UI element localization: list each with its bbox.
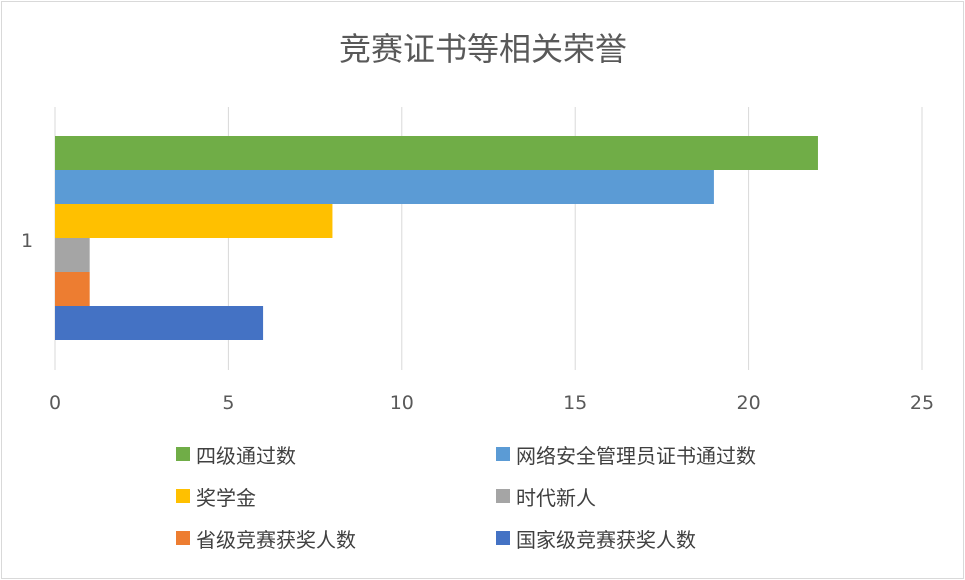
legend-swatch xyxy=(176,531,190,545)
legend-item: 国家级竞赛获奖人数 xyxy=(496,526,696,552)
x-tick-label: 25 xyxy=(910,392,934,414)
legend-label: 国家级竞赛获奖人数 xyxy=(516,527,696,552)
x-tick-label: 0 xyxy=(49,392,61,414)
legend-label: 网络安全管理员证书通过数 xyxy=(516,443,756,468)
x-axis-ticks: 0 5 10 15 20 25 xyxy=(49,392,934,414)
x-tick-label: 5 xyxy=(222,392,234,414)
legend-item: 时代新人 xyxy=(496,484,596,510)
legend-label: 四级通过数 xyxy=(196,443,296,468)
bar-2 xyxy=(55,272,90,306)
y-axis-labels: 1 xyxy=(21,230,33,252)
legend-item: 四级通过数 xyxy=(176,442,296,468)
legend-label: 时代新人 xyxy=(516,485,596,510)
bar-5 xyxy=(55,170,714,204)
x-tick-label: 15 xyxy=(563,392,587,414)
chart-title: 竞赛证书等相关荣誉 xyxy=(339,30,627,68)
legend-swatch xyxy=(496,447,510,461)
legend-item: 网络安全管理员证书通过数 xyxy=(496,442,756,468)
bar-4 xyxy=(55,204,333,238)
legend-swatch xyxy=(176,489,190,503)
bar-1 xyxy=(55,306,264,340)
legend-item: 省级竞赛获奖人数 xyxy=(176,526,356,552)
legend-swatch xyxy=(176,447,190,461)
legend-item: 奖学金 xyxy=(176,484,256,510)
bar-6 xyxy=(55,136,818,170)
y-category-label: 1 xyxy=(21,230,33,252)
bar-group xyxy=(55,136,818,340)
x-tick-label: 20 xyxy=(737,392,761,414)
legend-swatch xyxy=(496,531,510,545)
bar-3 xyxy=(55,238,90,272)
legend-swatch xyxy=(496,489,510,503)
x-tick-label: 10 xyxy=(390,392,414,414)
legend-label: 奖学金 xyxy=(196,485,256,510)
legend-label: 省级竞赛获奖人数 xyxy=(196,527,356,552)
